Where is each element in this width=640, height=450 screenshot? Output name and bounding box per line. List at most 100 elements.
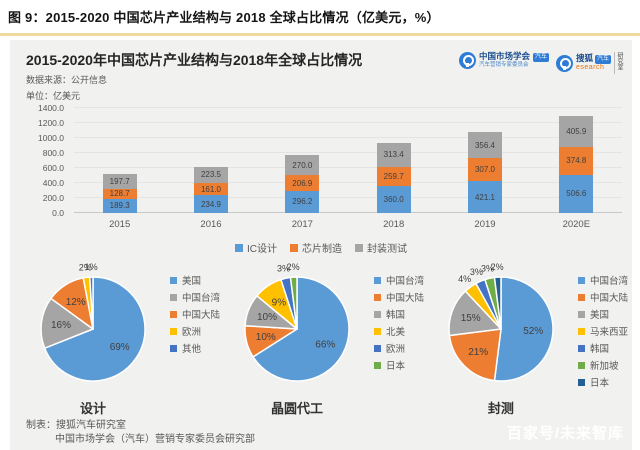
legend-swatch	[577, 276, 585, 284]
bar-plot-area: 197.7 128.7 189.3 2015 223.5 161.0 234.9 2016 27…	[74, 107, 622, 230]
bar-segment: 296.2	[285, 190, 320, 213]
sohu-logo-side-label: 研究室	[614, 52, 622, 74]
pie-slice	[493, 276, 554, 382]
legend-label: 封装测试	[367, 244, 407, 255]
pie-slice	[40, 297, 94, 349]
pie-legend: 中国台湾 中国大陆 韩国 北美 欧洲 日本	[372, 259, 426, 395]
legend-label: 中国台湾	[385, 276, 424, 287]
legend-swatch	[373, 310, 381, 318]
legend-label: IC设计	[247, 244, 277, 255]
legend-label: 新加坡	[589, 361, 619, 372]
x-axis-label: 2019	[474, 219, 496, 230]
legend-label: 芯片制造	[302, 244, 342, 255]
sohu-logo-text: 搜狐 汽车 esearch	[575, 53, 611, 72]
pie-slice	[88, 276, 94, 330]
bar-value-label: 206.9	[292, 178, 313, 188]
pie-slice	[448, 290, 502, 337]
gridline	[74, 122, 622, 123]
pie-percent-label: 10%	[256, 332, 276, 343]
legend-item: 中国大陆	[577, 290, 630, 304]
pie-percent-label: 66%	[315, 340, 335, 351]
legend-item: 芯片制造	[290, 240, 342, 255]
legend-item: 新加坡	[577, 358, 630, 372]
bar-segment: 189.3	[102, 198, 137, 213]
y-axis-tick-label: 0.0	[52, 208, 64, 218]
bar-stack: 197.7 128.7 189.3	[102, 174, 137, 213]
x-axis-label: 2015	[109, 219, 131, 230]
legend-label: 其他	[182, 344, 202, 355]
pie-charts-row: 69% 16% 12% 2% 1% 美国 中国台湾 中国大陆 欧洲 其他 设计 66% 10% 10% 9%…	[18, 259, 630, 417]
sohu-logo-research: esearch	[575, 63, 605, 71]
legend-item: 中国大陆	[170, 307, 222, 321]
bar-segment: 128.7	[102, 189, 137, 199]
footer-line2: 中国市场学会（汽车）营销专家委员会研究部	[55, 434, 255, 445]
legend-item: 日本	[373, 358, 426, 372]
panel-header: 2015-2020年中国芯片产业结构与2018年全球占比情况 数据来源：公开信息…	[26, 50, 622, 102]
pie-title: 封测	[487, 401, 514, 416]
bar-value-label: 405.9	[566, 127, 587, 137]
pie-chart: 66% 10% 10% 9% 3%2%	[244, 262, 350, 382]
figure-title: 图 9：2015-2020 中国芯片产业结构与 2018 全球占比情况（亿美元，…	[8, 10, 440, 25]
footer-notes: 制表：搜狐汽车研究室 中国市场学会（汽车）营销专家委员会研究部	[26, 419, 255, 447]
pie-slice	[43, 276, 146, 382]
legend-swatch	[373, 293, 381, 301]
pie-legend: 美国 中国台湾 中国大陆 欧洲 其他	[168, 259, 222, 395]
legend-label: 韩国	[385, 310, 405, 321]
bar-column: 356.4 307.0 421.1 2019	[439, 108, 530, 230]
pie-top: 66% 10% 10% 9% 3% 2% 中国台湾 中国大陆 韩国 北美 欧洲 日本	[222, 259, 426, 395]
cmsa-logo-name: 中国市场学会	[478, 51, 530, 62]
legend-label: 韩国	[589, 344, 609, 355]
pie-title: 设计	[79, 401, 106, 416]
pie-percent-label: 9%	[272, 297, 287, 308]
gridline	[74, 212, 622, 213]
pie-percent-label: 2%	[491, 262, 504, 272]
pie-percent-label: 69%	[110, 342, 130, 353]
cmsa-logo-text: 中国市场学会 汽车营销专家委员会	[478, 51, 530, 69]
legend-swatch	[577, 310, 585, 318]
cmsa-logo: 中国市场学会 汽车营销专家委员会 汽车	[458, 51, 549, 69]
bar-chart-legend: IC设计 芯片制造 封装测试	[10, 240, 632, 255]
pie-percent-label: 2%	[287, 262, 300, 272]
x-axis-label: 2016	[200, 219, 222, 230]
pie-slice	[493, 276, 502, 330]
legend-swatch	[577, 361, 585, 369]
bar-stack: 270.0 206.9 296.2	[285, 155, 320, 213]
sohu-research-logo: 搜狐 汽车 esearch 研究室	[555, 52, 622, 74]
gridline	[74, 197, 622, 198]
legend-label: 中国大陆	[385, 293, 424, 304]
bar-value-label: 307.0	[474, 165, 495, 175]
pie-chart: 52%21%15%4%3%3%2%	[448, 262, 554, 382]
bar-segment: 313.4	[376, 143, 411, 167]
bar-value-label: 197.7	[109, 177, 130, 187]
pie-group: 52% 21% 15% 4% 3% 3% 2% 中国台湾 中国大陆 美国 马来西亚 韩国 新加坡 日本 封测	[426, 259, 630, 417]
bar-stack: 223.5 161.0 234.9	[193, 166, 228, 213]
legend-label: 日本	[589, 378, 609, 389]
bar-value-label: 270.0	[292, 160, 313, 170]
bar-stack: 405.9 374.8 506.6	[559, 116, 594, 213]
stacked-bar-chart: 0.0 200.0 400.0 600.0 800.0 1000.0 1200.0 1400.…	[24, 102, 622, 235]
legend-label: 中国台湾	[589, 276, 628, 287]
sohu-logo-icon	[555, 54, 573, 72]
gridline	[74, 167, 622, 168]
pie-top: 52% 21% 15% 4% 3% 3% 2% 中国台湾 中国大陆 美国 马来西亚 韩国 新加坡 日本	[426, 259, 630, 395]
legend-item: 中国台湾	[373, 273, 426, 287]
y-axis-tick-label: 1000.0	[38, 133, 64, 143]
data-source-label: 数据来源：公开信息	[26, 75, 108, 85]
logos: 中国市场学会 汽车营销专家委员会 汽车 搜狐 汽车 esearch 研究室	[458, 50, 622, 102]
legend-swatch	[577, 378, 585, 386]
legend-swatch	[373, 327, 381, 335]
gridline	[74, 107, 622, 108]
x-axis-label: 2018	[383, 219, 405, 230]
bar-column: 313.4 259.7 360.0 2018	[348, 108, 439, 230]
bar-value-label: 374.8	[566, 156, 587, 166]
bar-stack: 313.4 259.7 360.0	[376, 143, 411, 213]
bar-segment: 270.0	[285, 155, 320, 176]
legend-item: 其他	[170, 341, 222, 355]
pie-percent-label: 16%	[51, 320, 71, 331]
bar-column: 197.7 128.7 189.3 2015	[74, 108, 165, 230]
bar-segment: 506.6	[559, 175, 594, 213]
y-axis-tick-label: 1400.0	[38, 103, 64, 113]
legend-label: 美国	[589, 310, 609, 321]
bar-column: 270.0 206.9 296.2 2017	[257, 108, 348, 230]
bar-segment: 307.0	[467, 158, 502, 182]
